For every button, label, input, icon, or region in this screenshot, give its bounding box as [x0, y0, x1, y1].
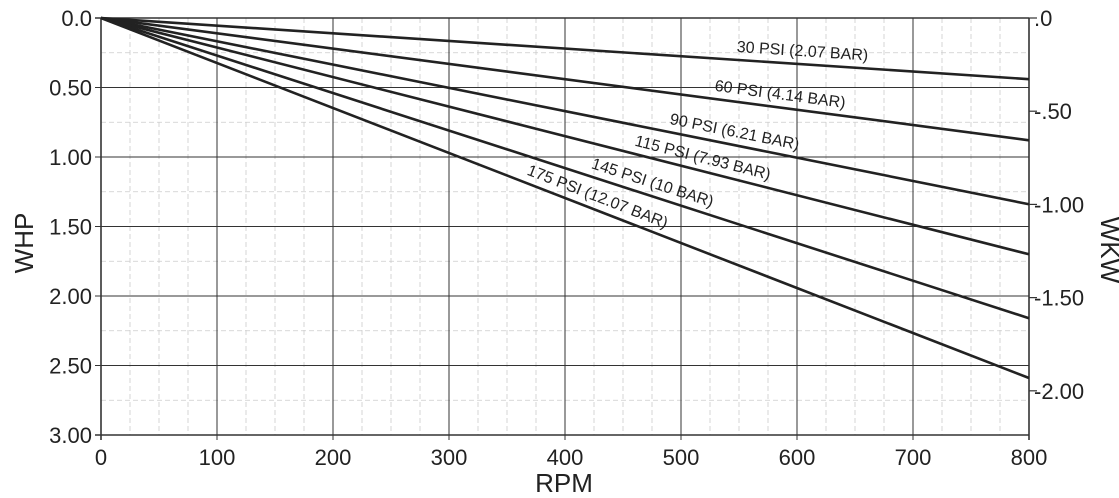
- y2-tick-label: -1.00: [1034, 192, 1084, 217]
- y-tick-label: 1.50: [49, 215, 92, 240]
- series-line: [100, 16, 1030, 142]
- x-tick-label: 600: [779, 445, 816, 470]
- y-tick-label: 0.0: [61, 6, 92, 31]
- y2-tick-label: .0: [1034, 6, 1052, 31]
- series-lines: [100, 16, 1030, 380]
- x-tick-label: 300: [431, 445, 468, 470]
- y-axis-title: WHP: [9, 213, 39, 274]
- x-tick-label: 700: [895, 445, 932, 470]
- x-tick-label: 0: [95, 445, 107, 470]
- x-tick-label: 200: [315, 445, 352, 470]
- y-tick-label: 0.50: [49, 76, 92, 101]
- x-tick-label: 400: [547, 445, 584, 470]
- x-tick-labels: 0 100 200 300 400 500 600 700 800: [95, 445, 1047, 470]
- y2-tick-label: -2.00: [1034, 379, 1084, 404]
- major-grid: [95, 17, 1037, 440]
- y-tick-label: 3.00: [49, 423, 92, 448]
- series-line: [100, 16, 1030, 81]
- y2-tick-label: -1.50: [1034, 286, 1084, 311]
- series-line: [100, 16, 1030, 206]
- y-tick-labels: 0.0 0.50 1.00 1.50 2.00 2.50 3.00: [49, 6, 92, 448]
- x-tick-label: 100: [199, 445, 236, 470]
- y2-tick-label: -.50: [1034, 99, 1072, 124]
- y2-tick-labels: .0 -.50 -1.00 -1.50 -2.00: [1034, 6, 1084, 404]
- series-line: [100, 16, 1030, 320]
- y-tick-label: 2.00: [49, 284, 92, 309]
- y-tick-label: 2.50: [49, 354, 92, 379]
- y-tick-label: 1.00: [49, 145, 92, 170]
- series-line: [100, 16, 1030, 380]
- series-line: [100, 16, 1030, 256]
- x-tick-label: 500: [663, 445, 700, 470]
- x-axis-title: RPM: [535, 468, 593, 498]
- x-tick-label: 800: [1011, 445, 1048, 470]
- y2-axis-title: WKW: [1095, 217, 1119, 284]
